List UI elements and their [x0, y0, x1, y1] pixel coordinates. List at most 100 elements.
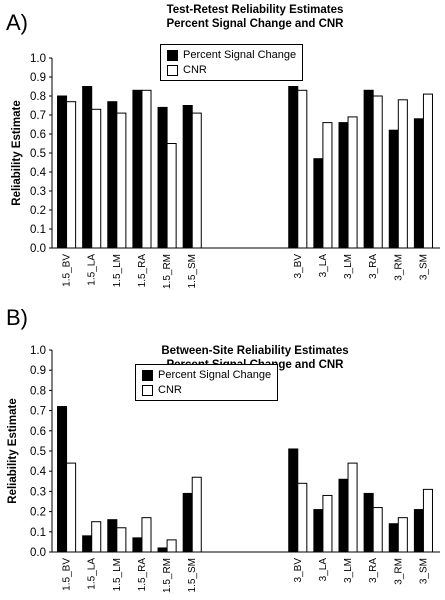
legend-swatch-cnr: [142, 385, 153, 396]
y-axis-label: Reliability Estimate: [11, 100, 23, 205]
bar-psc-1.5_RM: [157, 547, 168, 553]
bar-cnr-3_LA: [322, 494, 333, 553]
bar-psc-1.5_SM: [182, 492, 193, 553]
y-tick-label: 0.9: [30, 72, 46, 84]
bar-psc-1.5_LM: [107, 519, 118, 553]
bar-cnr-3_SM: [422, 488, 433, 553]
bar-cnr-1.5_RA: [141, 517, 152, 553]
x-tick-label: 3_RA: [368, 254, 379, 279]
y-tick-label: 0.5: [30, 148, 46, 160]
bar-psc-3_SM: [413, 509, 424, 553]
bar-cnr-1.5_SM: [191, 112, 202, 249]
bar-psc-3_RA: [363, 492, 374, 553]
chart-title-block: Test-Retest Reliability Estimates Percen…: [90, 3, 420, 31]
y-tick-label: 0.1: [30, 224, 46, 236]
y-tick-label: 0.6: [30, 426, 46, 438]
bar-cnr-3_RM: [397, 517, 408, 553]
x-tick-label: 1.5_SM: [187, 254, 198, 288]
legend-entry: CNR: [142, 383, 271, 398]
legend-label: CNR: [158, 384, 182, 396]
bar-psc-1.5_RA: [132, 537, 143, 553]
x-tick-label: 1.5_RA: [137, 254, 148, 288]
bar-cnr-3_BV: [297, 89, 308, 249]
x-tick-label: 3_RM: [393, 254, 404, 281]
x-tick-label: 1.5_BV: [62, 558, 73, 591]
bar-cnr-1.5_BV: [66, 101, 77, 249]
bar-cnr-1.5_RA: [141, 89, 152, 249]
legend-swatch-psc: [142, 370, 153, 381]
chart-title: Test-Retest Reliability Estimates: [166, 4, 344, 16]
bar-psc-3_BV: [288, 448, 299, 553]
bar-cnr-1.5_BV: [66, 462, 77, 553]
bar-psc-1.5_RM: [157, 106, 168, 249]
x-tick-label: 1.5_SM: [187, 558, 198, 592]
bar-psc-1.5_LM: [107, 101, 118, 249]
legend-entry: Percent Signal Change: [167, 48, 296, 63]
bar-cnr-1.5_RM: [166, 539, 177, 553]
y-tick-label: 0.3: [30, 486, 46, 498]
bar-cnr-1.5_LA: [91, 521, 102, 553]
chart-panel-a: A) Test-Retest Reliability Estimates Per…: [6, 3, 440, 289]
bar-cnr-3_LM: [347, 116, 358, 249]
x-tick-label: 1.5_RA: [137, 558, 148, 592]
bar-psc-1.5_LA: [82, 535, 93, 553]
y-tick-label: 0.7: [30, 406, 46, 418]
y-tick-label: 0.8: [30, 385, 46, 397]
legend-entry: Percent Signal Change: [142, 368, 271, 383]
bar-psc-1.5_BV: [57, 95, 68, 249]
y-tick-label: 0.2: [30, 507, 46, 519]
bar-cnr-1.5_RM: [166, 143, 177, 249]
bar-cnr-1.5_LM: [116, 527, 127, 553]
bar-psc-3_RM: [388, 129, 399, 249]
y-tick-label: 0.4: [30, 466, 47, 478]
bar-cnr-3_RM: [397, 99, 408, 249]
x-tick-label: 1.5_LA: [87, 558, 98, 590]
bar-psc-3_RM: [388, 523, 399, 553]
bar-psc-1.5_BV: [57, 406, 68, 553]
y-tick-label: 0.8: [30, 91, 46, 103]
chart-subtitle: Percent Signal Change and CNR: [166, 18, 344, 30]
legend-swatch-psc: [167, 50, 178, 61]
y-tick-label: 0.5: [30, 446, 46, 458]
panel-label: A): [6, 10, 28, 35]
legend-label: Percent Signal Change: [183, 49, 297, 61]
x-tick-label: 3_BV: [293, 254, 304, 279]
legend-entry: CNR: [167, 63, 296, 78]
bar-cnr-1.5_SM: [191, 476, 202, 553]
x-tick-label: 3_LM: [343, 254, 354, 279]
y-tick-label: 0.0: [30, 547, 46, 559]
y-tick-label: 0.3: [30, 186, 46, 198]
bar-cnr-3_SM: [422, 93, 433, 249]
y-tick-label: 1.0: [30, 345, 46, 357]
x-tick-label: 1.5_LA: [87, 254, 98, 286]
bar-cnr-3_BV: [297, 482, 308, 553]
bar-psc-3_SM: [413, 118, 424, 249]
x-tick-label: 3_SM: [418, 254, 429, 280]
legend: Percent Signal Change CNR: [135, 364, 279, 401]
bar-psc-3_LM: [338, 478, 349, 553]
x-tick-label: 3_BV: [293, 558, 304, 583]
x-tick-label: 1.5_LM: [112, 254, 123, 287]
bar-cnr-1.5_LA: [91, 108, 102, 249]
bar-cnr-3_RA: [372, 507, 383, 553]
x-tick-label: 3_LM: [343, 558, 354, 583]
chart-title: Between-Site Reliability Estimates: [161, 345, 349, 357]
bar-chart-b: 0.0 0.1 0.2 0.3 0.4 0.5 0.6 0.7 0.8 0.9 1.0 Reliabi…: [7, 345, 440, 593]
bar-cnr-1.5_LM: [116, 112, 127, 249]
y-tick-label: 0.7: [30, 110, 46, 122]
legend: Percent Signal Change CNR: [160, 44, 304, 81]
x-tick-label: 1.5_RM: [162, 558, 173, 593]
bar-chart-a: 0.0 0.1 0.2 0.3 0.4 0.5 0.6 0.7 0.8 0.9 1.0 Reliabi…: [11, 53, 440, 289]
bar-psc-1.5_LA: [82, 86, 93, 249]
bar-cnr-3_LA: [322, 122, 333, 249]
y-tick-label: 0.0: [30, 243, 46, 255]
legend-label: Percent Signal Change: [158, 369, 272, 381]
x-tick-label: 1.5_LM: [112, 558, 123, 591]
bar-cnr-3_LM: [347, 462, 358, 553]
x-tick-label: 1.5_RM: [162, 254, 173, 289]
x-tick-label: 3_LA: [318, 254, 329, 278]
bar-psc-1.5_SM: [182, 105, 193, 249]
y-tick-label: 0.9: [30, 365, 46, 377]
bar-psc-3_RA: [363, 89, 374, 249]
y-tick-label: 0.2: [30, 205, 46, 217]
